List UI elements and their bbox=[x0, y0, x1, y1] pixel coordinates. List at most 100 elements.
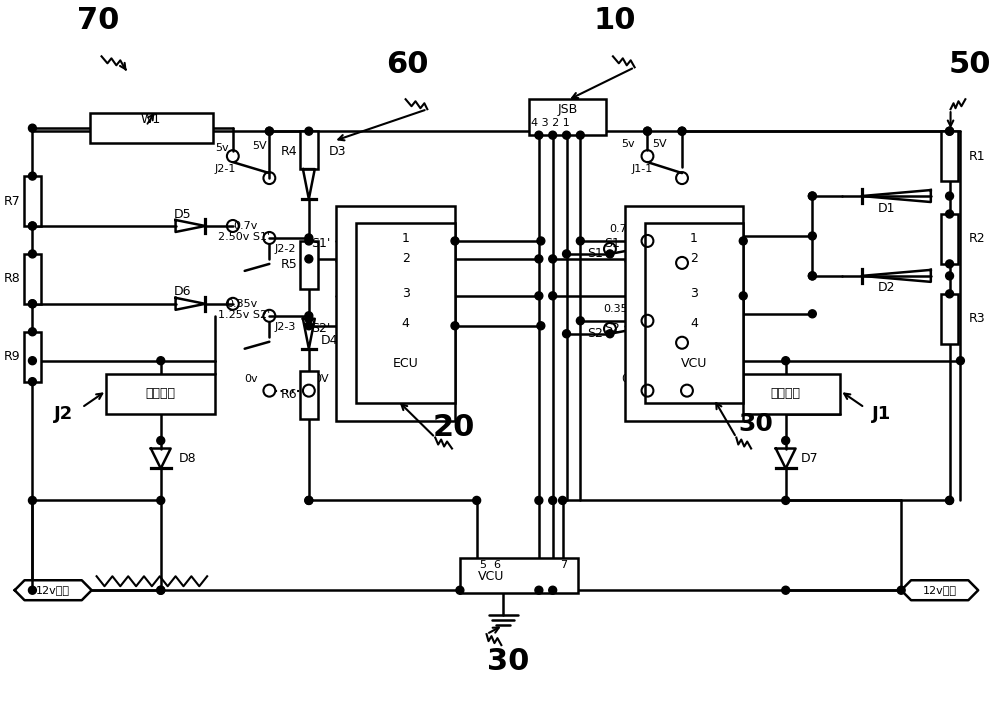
Text: S2: S2 bbox=[587, 328, 603, 340]
Text: W1: W1 bbox=[141, 112, 161, 126]
Circle shape bbox=[782, 586, 790, 594]
Circle shape bbox=[808, 232, 816, 240]
Circle shape bbox=[808, 192, 816, 200]
Text: 0.35v: 0.35v bbox=[603, 304, 635, 314]
Circle shape bbox=[451, 237, 459, 245]
Text: 50: 50 bbox=[949, 51, 991, 79]
Text: 5  6: 5 6 bbox=[480, 560, 501, 570]
Circle shape bbox=[451, 322, 459, 330]
Text: R3: R3 bbox=[968, 312, 985, 325]
Circle shape bbox=[739, 237, 747, 245]
Circle shape bbox=[28, 328, 36, 336]
Text: J1-4: J1-4 bbox=[709, 389, 730, 399]
Text: J2: J2 bbox=[54, 405, 74, 423]
Circle shape bbox=[644, 127, 651, 135]
Circle shape bbox=[946, 127, 954, 135]
Circle shape bbox=[157, 437, 165, 444]
Circle shape bbox=[28, 124, 36, 132]
Circle shape bbox=[305, 234, 313, 242]
Circle shape bbox=[28, 496, 36, 505]
Bar bbox=[90, 113, 213, 143]
Circle shape bbox=[576, 237, 584, 245]
Text: D5: D5 bbox=[174, 207, 191, 221]
Bar bbox=[941, 131, 958, 181]
Circle shape bbox=[563, 131, 570, 139]
Bar bbox=[24, 254, 41, 304]
Circle shape bbox=[28, 299, 36, 308]
Text: 12v信号: 12v信号 bbox=[923, 585, 957, 595]
Text: 2: 2 bbox=[690, 252, 698, 266]
Bar bbox=[24, 176, 41, 226]
Circle shape bbox=[549, 586, 557, 594]
Text: J1-3: J1-3 bbox=[632, 329, 653, 339]
Circle shape bbox=[28, 586, 36, 594]
Text: D2: D2 bbox=[878, 281, 895, 295]
Text: 4: 4 bbox=[402, 317, 410, 330]
Circle shape bbox=[606, 330, 614, 337]
Text: 5v: 5v bbox=[621, 139, 635, 149]
Circle shape bbox=[535, 586, 543, 594]
Circle shape bbox=[28, 378, 36, 386]
Text: JSB: JSB bbox=[557, 103, 578, 116]
Bar bbox=[941, 214, 958, 264]
Circle shape bbox=[473, 496, 481, 505]
Text: 30: 30 bbox=[738, 411, 773, 436]
Text: J2-3: J2-3 bbox=[274, 322, 296, 332]
Text: D8: D8 bbox=[179, 452, 196, 465]
Circle shape bbox=[563, 250, 570, 258]
Circle shape bbox=[305, 127, 313, 135]
Circle shape bbox=[739, 292, 747, 299]
Text: R5: R5 bbox=[280, 259, 297, 271]
Text: 0v: 0v bbox=[621, 374, 635, 384]
Bar bbox=[300, 370, 318, 418]
Text: S1: S1 bbox=[604, 238, 620, 250]
Circle shape bbox=[678, 127, 686, 135]
Text: R1: R1 bbox=[968, 150, 985, 162]
Text: 3: 3 bbox=[402, 288, 410, 300]
Text: D7: D7 bbox=[800, 452, 818, 465]
Text: 10: 10 bbox=[593, 6, 636, 35]
Circle shape bbox=[808, 192, 816, 200]
Circle shape bbox=[305, 496, 313, 505]
Circle shape bbox=[606, 250, 614, 258]
Text: 加速混合: 加速混合 bbox=[146, 387, 176, 400]
Circle shape bbox=[456, 586, 464, 594]
Text: R2: R2 bbox=[968, 233, 985, 245]
Circle shape bbox=[808, 272, 816, 280]
Bar bbox=[24, 332, 41, 382]
Text: 1: 1 bbox=[402, 233, 410, 245]
Circle shape bbox=[549, 255, 557, 263]
Circle shape bbox=[537, 322, 545, 330]
Text: 5V: 5V bbox=[652, 139, 667, 149]
Bar bbox=[941, 294, 958, 344]
Text: 加速前进: 加速前进 bbox=[771, 387, 801, 400]
Circle shape bbox=[946, 496, 954, 505]
Text: D6: D6 bbox=[174, 285, 191, 298]
Circle shape bbox=[537, 237, 545, 245]
Text: 7: 7 bbox=[560, 560, 567, 570]
Circle shape bbox=[946, 127, 954, 135]
Text: S1': S1' bbox=[311, 238, 331, 250]
Circle shape bbox=[28, 299, 36, 308]
Circle shape bbox=[28, 356, 36, 365]
Text: J1: J1 bbox=[872, 405, 891, 423]
Text: 0.7v: 0.7v bbox=[233, 221, 258, 231]
Circle shape bbox=[535, 131, 543, 139]
Circle shape bbox=[946, 260, 954, 268]
Bar bbox=[106, 374, 215, 413]
Circle shape bbox=[946, 272, 954, 280]
Circle shape bbox=[265, 127, 273, 135]
Circle shape bbox=[782, 356, 790, 365]
Bar bbox=[336, 206, 455, 420]
Bar bbox=[300, 241, 318, 289]
Text: R7: R7 bbox=[4, 195, 21, 207]
Circle shape bbox=[808, 310, 816, 318]
Text: 0V: 0V bbox=[692, 374, 707, 384]
Text: 2: 2 bbox=[402, 252, 410, 266]
Text: 0.7V: 0.7V bbox=[609, 224, 635, 234]
Circle shape bbox=[28, 222, 36, 230]
Circle shape bbox=[28, 222, 36, 230]
Circle shape bbox=[305, 237, 313, 245]
Circle shape bbox=[157, 356, 165, 365]
Circle shape bbox=[305, 312, 313, 320]
